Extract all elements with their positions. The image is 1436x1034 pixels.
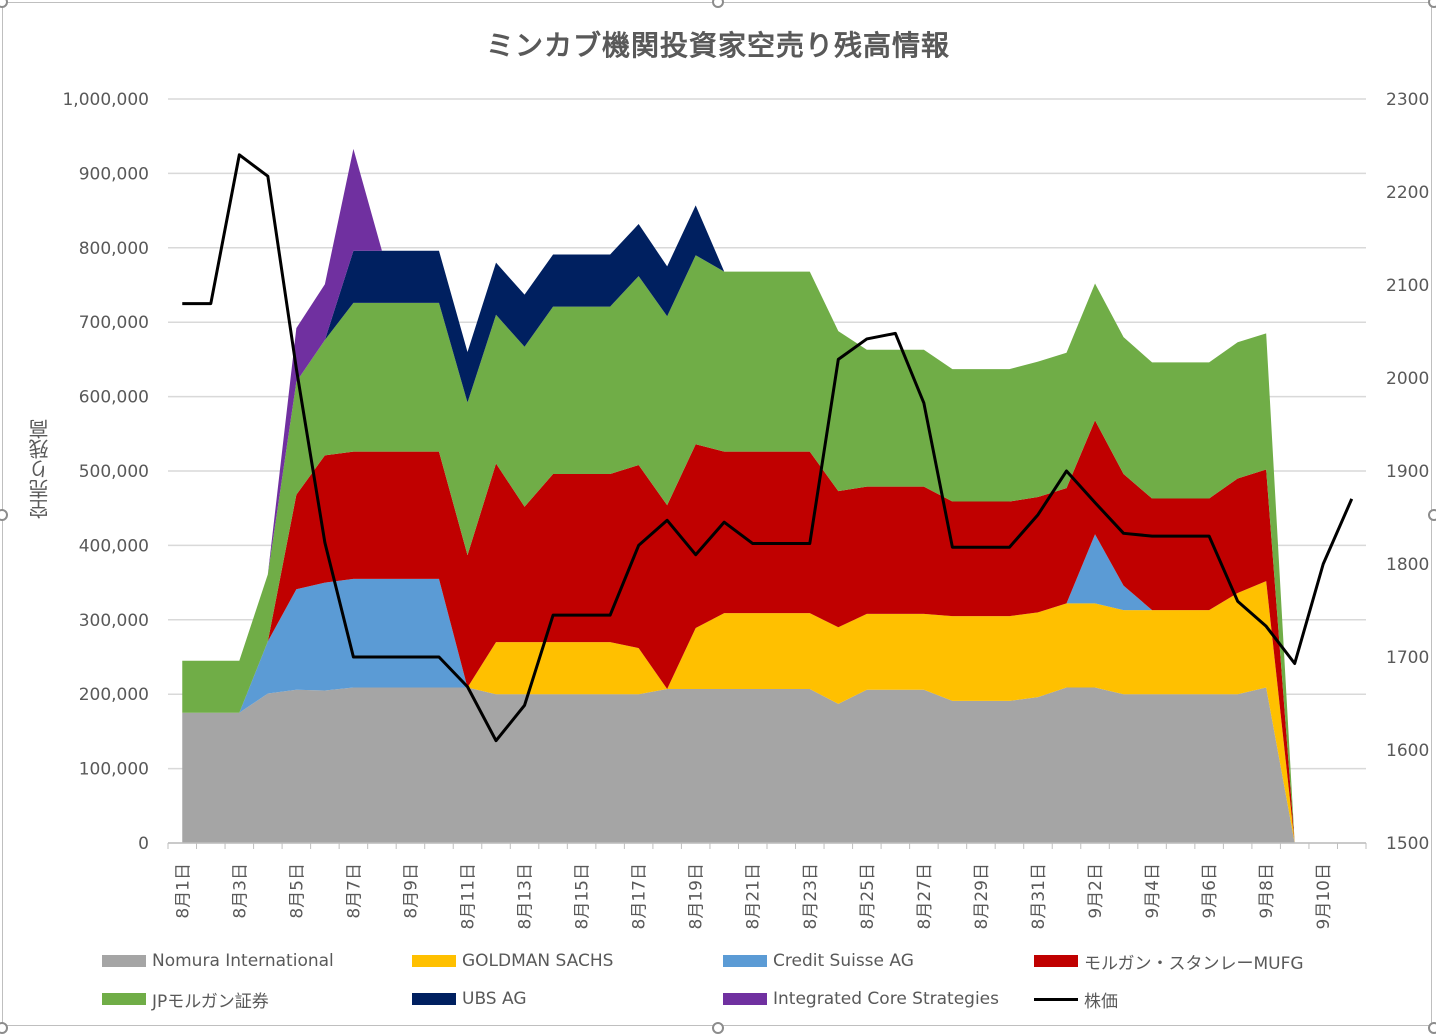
legend-item: Credit Suisse AG [723,948,914,974]
y-tick-label: 600,000 [79,388,149,408]
x-tick-label: 9月8日 [1257,863,1277,919]
y-tick-label: 900,000 [79,164,149,184]
legend-item: Integrated Core Strategies [723,986,999,1012]
y-tick-label: 1,000,000 [62,90,149,110]
x-tick-label: 8月13日 [516,863,536,929]
legend-item: GOLDMAN SACHS [412,948,613,974]
x-tick-label: 8月9日 [401,863,421,919]
legend-label: UBS AG [462,989,527,1009]
resize-handle-middle-right[interactable] [1428,509,1436,521]
legend-swatch [723,955,767,967]
y2-tick-label: 2000 [1386,369,1429,389]
area-series-2 [182,581,1352,843]
legend-label: Integrated Core Strategies [773,989,999,1009]
x-tick-label: 8月19日 [687,863,707,929]
y2-tick-label: 2200 [1386,183,1429,203]
legend-label: JPモルガン証券 [152,991,269,1012]
area-series-4 [182,420,1352,843]
legend-label: Credit Suisse AG [773,951,914,971]
x-tick-label: 8月23日 [801,863,821,929]
x-tick-label: 8月17日 [630,863,650,929]
legend-swatch [1034,955,1078,967]
x-tick-label: 8月11日 [459,863,479,929]
legend-item: JPモルガン証券 [102,986,269,1012]
y-tick-label: 100,000 [79,760,149,780]
x-tick-label: 8月27日 [915,863,935,929]
legend-label: GOLDMAN SACHS [462,951,614,971]
legend-label: モルガン・スタンレーMUFG [1084,953,1304,974]
x-tick-label: 8月25日 [858,863,878,929]
resize-handle-middle-left[interactable] [0,509,8,521]
x-tick-label: 8月1日 [173,863,193,919]
y-tick-label: 300,000 [79,611,149,631]
legend: Nomura International GOLDMAN SACHS Credit … [102,948,1422,1018]
y-tick-label: 0 [138,834,149,854]
x-tick-label: 8月21日 [744,863,764,929]
area-series-6 [182,205,1352,844]
legend-swatch [412,993,456,1005]
x-tick-label: 9月6日 [1200,863,1220,919]
y-tick-label: 700,000 [79,313,149,333]
y-tick-label: 800,000 [79,239,149,259]
x-tick-label: 8月5日 [287,863,307,919]
y2-tick-label: 1500 [1386,834,1429,854]
legend-swatch [102,993,146,1005]
legend-swatch [1034,997,1078,1001]
line-series-price [182,153,1354,743]
legend-label: Nomura International [152,951,334,971]
legend-item: モルガン・スタンレーMUFG [1034,948,1304,974]
area-series-5 [182,255,1352,844]
y2-tick-label: 2300 [1386,90,1429,110]
x-tick-label: 9月10日 [1314,863,1334,929]
legend-swatch [723,993,767,1005]
area-series-1 [182,687,1352,843]
x-tick-label: 8月29日 [972,863,992,929]
x-tick-label: 9月2日 [1086,863,1106,919]
legend-label: 株価 [1084,991,1118,1012]
y2-tick-label: 1700 [1386,648,1429,668]
resize-handle-top-left[interactable] [0,0,8,8]
x-tick-label: 8月3日 [230,863,250,919]
legend-item: Nomura International [102,948,334,974]
x-tick-label: 8月15日 [573,863,593,929]
resize-handle-top-middle[interactable] [712,0,724,8]
x-tick-label: 8月31日 [1029,863,1049,929]
y-tick-label: 400,000 [79,536,149,556]
x-tick-label: 8月7日 [344,863,364,919]
resize-handle-top-right[interactable] [1428,0,1436,8]
chart-title: ミンカブ機関投資家空売り残高情報 [485,29,950,62]
y-tick-label: 500,000 [79,462,149,482]
legend-item: UBS AG [412,986,527,1012]
y2-tick-label: 1800 [1386,555,1429,575]
legend-item: 株価 [1034,986,1118,1012]
y-tick-label: 200,000 [79,685,149,705]
legend-swatch [412,955,456,967]
x-tick-label: 9月4日 [1143,863,1163,919]
legend-swatch [102,955,146,967]
y2-tick-label: 2100 [1386,276,1429,296]
y2-tick-label: 1900 [1386,462,1429,482]
y2-tick-label: 1600 [1386,741,1429,761]
